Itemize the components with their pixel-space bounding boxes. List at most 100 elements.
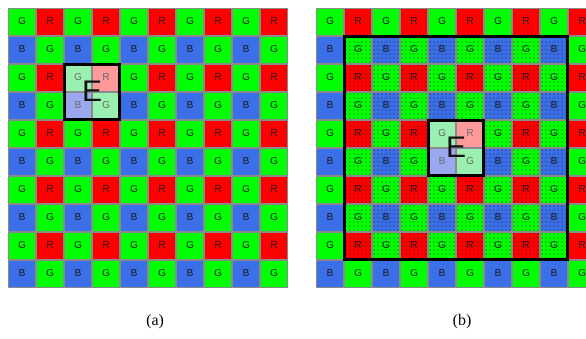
bayer-cell-g: G [36,36,64,64]
bayer-cell-b: B [484,92,512,120]
bayer-cell-b: B [64,92,92,120]
bayer-cell-r: R [400,176,428,204]
bayer-cell-g: G [232,176,260,204]
bayer-cell-b: B [120,260,148,288]
bayer-cell-g: G [512,36,540,64]
bayer-cell-g: G [176,64,204,92]
bayer-cell-g: G [400,148,428,176]
bayer-cell-g: G [92,36,120,64]
bayer-cell-b: B [428,204,456,232]
bayer-cell-g: G [92,148,120,176]
bayer-cell-g: G [568,36,586,64]
bayer-cell-r: R [568,176,586,204]
bayer-cell-r: R [260,8,288,36]
bayer-cell-g: G [540,120,568,148]
bayer-cell-b: B [232,260,260,288]
bayer-cell-b: B [176,148,204,176]
bayer-cell-g: G [232,120,260,148]
bayer-cell-r: R [204,232,232,260]
bayer-cell-g: G [400,260,428,288]
bayer-cell-g: G [204,92,232,120]
bayer-cell-b: B [428,260,456,288]
bayer-cell-b: B [484,36,512,64]
bayer-cell-g: G [484,8,512,36]
bayer-cell-g: G [36,148,64,176]
bayer-cell-b: B [316,260,344,288]
bayer-cell-g: G [344,92,372,120]
bayer-cell-g: G [568,148,586,176]
bayer-cell-b: B [316,92,344,120]
bayer-cell-g: G [260,204,288,232]
bayer-cell-g: G [400,36,428,64]
bayer-cell-b: B [428,148,456,176]
bayer-cell-r: R [204,64,232,92]
bayer-cell-g: G [372,120,400,148]
bayer-cell-r: R [512,232,540,260]
bayer-cell-r: R [148,232,176,260]
bayer-cell-g: G [8,64,36,92]
bayer-cell-r: R [568,232,586,260]
bayer-cell-g: G [428,176,456,204]
bayer-cell-r: R [400,120,428,148]
bayer-cell-b: B [176,36,204,64]
bayer-cell-r: R [92,176,120,204]
bayer-cell-g: G [176,176,204,204]
bayer-cell-g: G [428,232,456,260]
bayer-cell-b: B [372,148,400,176]
bayer-cell-g: G [260,36,288,64]
bayer-cell-r: R [400,64,428,92]
bayer-cell-g: G [316,64,344,92]
bayer-cell-r: R [568,120,586,148]
bayer-cell-g: G [372,64,400,92]
bayer-cell-g: G [204,36,232,64]
bayer-cell-g: G [92,92,120,120]
bayer-cell-b: B [120,204,148,232]
bayer-cell-r: R [92,64,120,92]
bayer-cell-g: G [36,204,64,232]
bayer-cell-g: G [428,8,456,36]
bayer-cell-g: G [400,92,428,120]
bayer-cell-g: G [204,148,232,176]
bayer-cell-r: R [344,176,372,204]
bayer-cell-b: B [372,36,400,64]
panel-a-caption: (a) [125,312,185,330]
bayer-cell-g: G [540,8,568,36]
bayer-cell-r: R [92,232,120,260]
bayer-cell-g: G [204,204,232,232]
bayer-cell-g: G [64,8,92,36]
bayer-cell-g: G [456,148,484,176]
bayer-cell-g: G [316,176,344,204]
bayer-cell-g: G [568,204,586,232]
bayer-cell-b: B [372,260,400,288]
bayer-cell-g: G [232,64,260,92]
bayer-cell-b: B [232,92,260,120]
bayer-cell-g: G [484,232,512,260]
bayer-cell-g: G [540,64,568,92]
bayer-cell-b: B [120,148,148,176]
bayer-cell-b: B [8,260,36,288]
bayer-cell-r: R [512,120,540,148]
bayer-cell-r: R [204,8,232,36]
bayer-cell-b: B [540,260,568,288]
bayer-cell-r: R [204,120,232,148]
bayer-cell-g: G [8,232,36,260]
bayer-cell-b: B [484,260,512,288]
bayer-cell-g: G [400,204,428,232]
bayer-cell-g: G [428,120,456,148]
bayer-cell-g: G [148,36,176,64]
bayer-cell-g: G [120,8,148,36]
bayer-cell-r: R [456,232,484,260]
bayer-cell-g: G [8,176,36,204]
bayer-cell-g: G [512,204,540,232]
bayer-cell-g: G [316,120,344,148]
bayer-cell-r: R [512,64,540,92]
bayer-cell-b: B [64,260,92,288]
bayer-cell-b: B [176,204,204,232]
bayer-cell-g: G [64,120,92,148]
bayer-cell-r: R [344,232,372,260]
bayer-cell-b: B [428,36,456,64]
bayer-cell-r: R [260,232,288,260]
bayer-cell-b: B [372,204,400,232]
